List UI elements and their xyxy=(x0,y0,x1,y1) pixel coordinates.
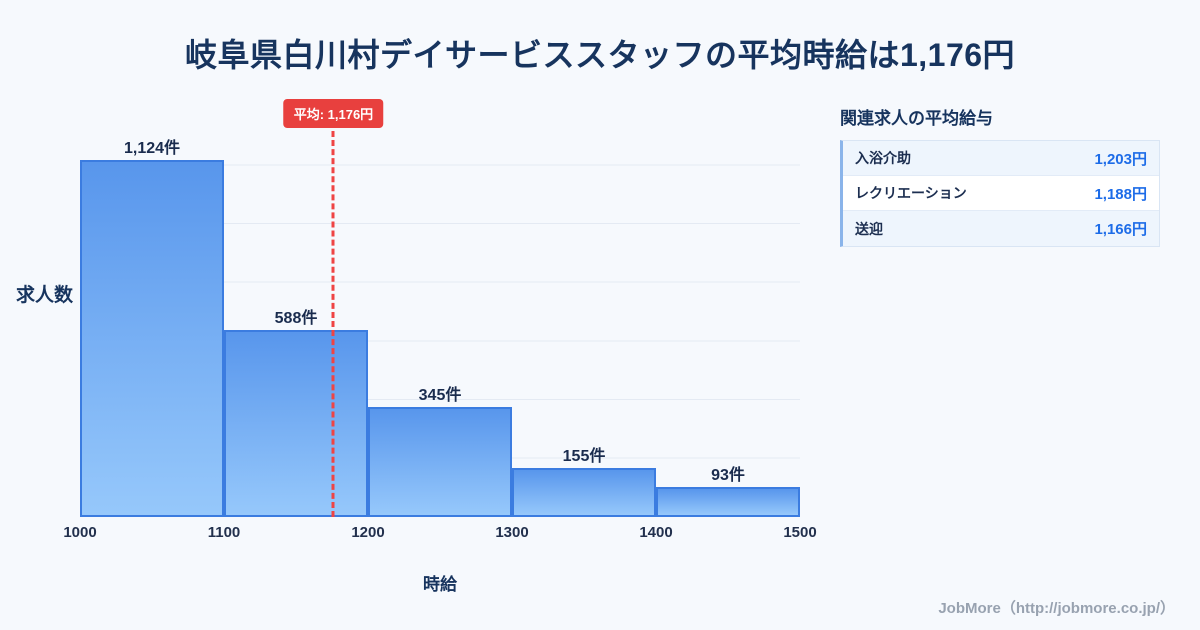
related-job-value: 1,166円 xyxy=(1094,221,1147,238)
bar-value-label: 1,124件 xyxy=(123,139,181,157)
histogram-bar: 155件 xyxy=(512,448,656,517)
related-job-label: 入浴介助 xyxy=(855,150,911,166)
related-job-row: 送迎 1,166円 xyxy=(843,211,1159,246)
average-badge: 平均: 1,176円 xyxy=(283,99,384,128)
histogram-bar: 93件 xyxy=(656,467,800,517)
side-panel-heading: 関連求人の平均給与 xyxy=(840,109,993,128)
histogram-bar: 345件 xyxy=(368,387,512,517)
x-tick-label: 1200 xyxy=(351,524,385,541)
histogram-bar: 1,124件 xyxy=(80,140,224,517)
page-title: 岐阜県白川村デイサービススタッフの平均時給は1,176円 xyxy=(184,37,1016,73)
related-job-row: 入浴介助 1,203円 xyxy=(843,141,1159,176)
bars-container: 1,124件 588件 345件 155件 93件 xyxy=(80,107,800,517)
related-job-value: 1,203円 xyxy=(1094,150,1147,168)
related-jobs-table: 入浴介助 1,203円レクリエーション 1,188円送迎 1,166円 xyxy=(840,140,1160,247)
related-job-value: 1,188円 xyxy=(1094,185,1147,203)
related-job-row: レクリエーション 1,188円 xyxy=(843,176,1159,211)
x-tick-label: 1100 xyxy=(207,524,241,541)
x-tick-label: 1300 xyxy=(495,524,529,541)
bar-value-label: 93件 xyxy=(711,467,745,485)
histogram-bar: 588件 xyxy=(224,310,368,517)
bar-value-label: 155件 xyxy=(562,447,606,465)
bar-value-label: 345件 xyxy=(418,387,462,405)
y-axis-label: 求人数 xyxy=(16,285,74,306)
x-tick-label: 1000 xyxy=(63,524,97,541)
x-axis-ticks: 1000 1100 1200 1300 1400 1500 xyxy=(63,524,816,544)
histogram-plot-area: 1,124件 588件 345件 155件 93件 平均: 1,176円 xyxy=(80,99,800,517)
bar-value-label: 588件 xyxy=(274,310,318,328)
related-job-label: レクリエーション xyxy=(855,185,967,201)
x-tick-label: 1500 xyxy=(783,524,817,541)
x-tick-label: 1400 xyxy=(639,524,673,541)
average-line xyxy=(331,131,335,517)
x-axis-label: 時給 xyxy=(423,575,457,594)
related-job-label: 送迎 xyxy=(855,220,883,237)
footer-credit: JobMore（http://jobmore.co.jp/） xyxy=(938,600,1175,617)
